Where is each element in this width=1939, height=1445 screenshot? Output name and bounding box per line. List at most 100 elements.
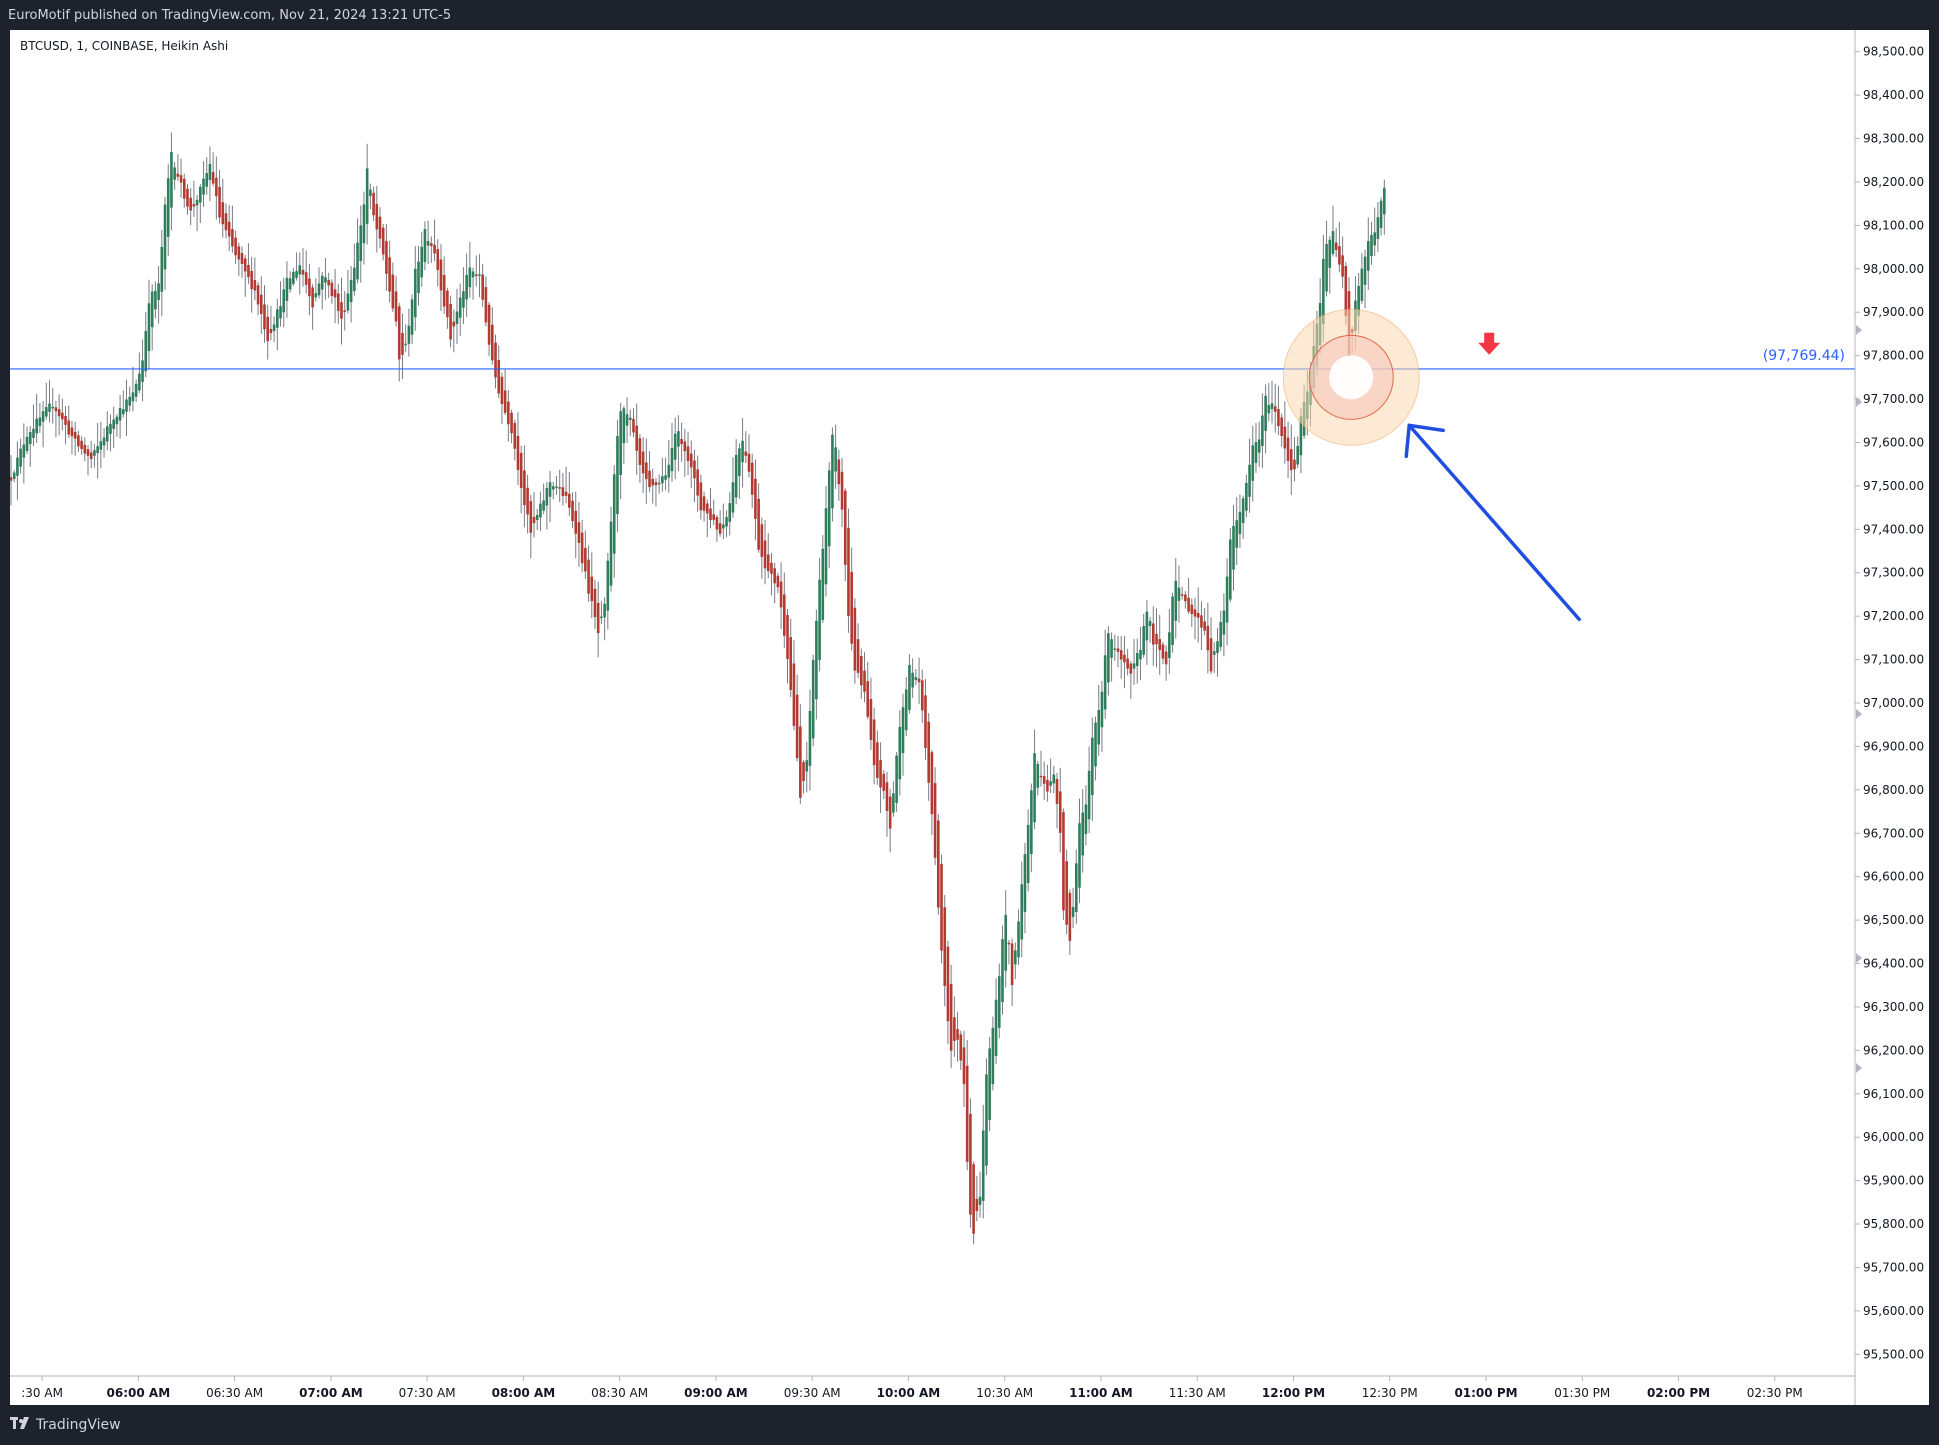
candle-body	[510, 412, 513, 434]
chart-pane[interactable]: (97,769.44) BTCUSD, 1, COINBASE, Heikin …	[10, 30, 1929, 1405]
candle-body	[741, 440, 744, 463]
candle-body	[1007, 942, 1011, 945]
candle-body	[77, 435, 80, 447]
candle-body	[779, 581, 783, 608]
candle-body	[1200, 615, 1203, 628]
candle-body	[1055, 778, 1059, 804]
candle-body	[603, 603, 606, 618]
tradingview-logo-icon[interactable]	[10, 1417, 32, 1431]
candle-body	[731, 482, 735, 513]
axis-marker-triangle	[1856, 325, 1862, 335]
candle-body	[83, 444, 87, 454]
candle-body	[250, 270, 253, 290]
candle-body	[792, 663, 796, 726]
candle-body	[474, 274, 478, 276]
candle-body	[641, 451, 645, 474]
candle-body	[1103, 655, 1107, 710]
candle-body	[234, 237, 237, 256]
candle-body	[1132, 663, 1136, 669]
candle-body	[1328, 239, 1332, 268]
candle-body	[670, 448, 674, 472]
candle-body	[413, 268, 417, 318]
candle-body	[231, 229, 234, 247]
candle-body	[1299, 416, 1303, 456]
candle-body	[1225, 576, 1229, 623]
y-tick-label: 96,600.00	[1863, 870, 1924, 884]
candle-body	[645, 462, 648, 480]
candle-body	[869, 699, 873, 741]
candle-body	[837, 459, 841, 485]
candle-body	[564, 491, 568, 496]
candle-body	[468, 267, 472, 288]
chart-title: BTCUSD, 1, COINBASE, Heikin Ashi	[20, 39, 228, 53]
candle-body	[1158, 639, 1162, 651]
x-tick-label: 11:30 AM	[1169, 1386, 1226, 1400]
candle-body	[1366, 241, 1370, 271]
candle-body	[420, 246, 424, 278]
candle-body	[439, 259, 443, 291]
highlight-circle-annotation[interactable]	[1282, 308, 1420, 446]
candle-body	[154, 290, 157, 310]
candle-body	[41, 411, 45, 422]
candle-body	[1142, 625, 1145, 655]
price-axis[interactable]: 98,500.00 98,400.00 98,300.00 98,200.00 98,1…	[1854, 30, 1924, 1405]
candle-body	[831, 434, 834, 509]
candle-body	[192, 204, 196, 207]
candle-body	[1010, 943, 1014, 986]
candle-body	[487, 304, 491, 345]
candle-body	[712, 514, 716, 520]
candle-body	[738, 448, 741, 477]
candle-body	[523, 470, 526, 505]
candle-body	[885, 782, 889, 811]
candle-body	[478, 274, 481, 276]
arrow-annotation[interactable]	[1404, 423, 1581, 622]
candle-body	[1344, 266, 1348, 317]
price-chart[interactable]: (97,769.44) BTCUSD, 1, COINBASE, Heikin …	[10, 30, 1929, 1405]
candles-layer	[10, 132, 1386, 1245]
candle-body	[933, 783, 937, 858]
candle-body	[876, 742, 879, 778]
candle-body	[353, 267, 356, 292]
candle-body	[259, 294, 263, 315]
candle-body	[1248, 464, 1251, 497]
candle-body	[625, 414, 629, 426]
candle-body	[301, 269, 305, 275]
candle-body	[109, 423, 112, 434]
candle-body	[1184, 594, 1187, 602]
candle-body	[1091, 737, 1094, 796]
candle-body	[802, 762, 805, 782]
candle-body	[1296, 445, 1299, 465]
candle-body	[526, 487, 529, 515]
candle-body	[513, 423, 517, 449]
candle-body	[308, 278, 311, 297]
candle-body	[600, 616, 603, 619]
candle-body	[953, 1017, 956, 1041]
candle-body	[1193, 609, 1197, 617]
candle-body	[1113, 648, 1117, 650]
candle-body	[67, 420, 71, 435]
candle-body	[1129, 663, 1133, 674]
candle-body	[141, 360, 144, 382]
candle-body	[693, 460, 696, 479]
x-tick-label: 02:30 PM	[1747, 1386, 1803, 1400]
candle-body	[38, 417, 42, 427]
y-tick-label: 95,500.00	[1863, 1347, 1924, 1361]
footer-brand[interactable]: TradingView	[36, 1417, 121, 1433]
candle-body	[1373, 232, 1376, 246]
y-tick-label: 97,800.00	[1863, 349, 1924, 363]
x-tick-label: 12:30 PM	[1362, 1386, 1418, 1400]
down-arrow-marker-icon[interactable]	[1478, 332, 1501, 355]
candle-body	[272, 324, 276, 332]
candle-body	[535, 515, 539, 521]
time-axis[interactable]: :30 AM 06:00 AM 06:30 AM 07:00 AM 07:30 AM 08…	[10, 1375, 1855, 1400]
candle-body	[1238, 512, 1242, 534]
candle-body	[150, 291, 154, 328]
candle-body	[574, 510, 578, 534]
x-tick-label: 10:00 AM	[877, 1386, 941, 1400]
candle-body	[811, 660, 815, 739]
candle-body	[269, 329, 273, 334]
candle-body	[978, 1196, 982, 1205]
candle-body	[651, 478, 655, 486]
candle-body	[131, 392, 135, 402]
x-tick-label: 06:00 AM	[107, 1386, 171, 1400]
